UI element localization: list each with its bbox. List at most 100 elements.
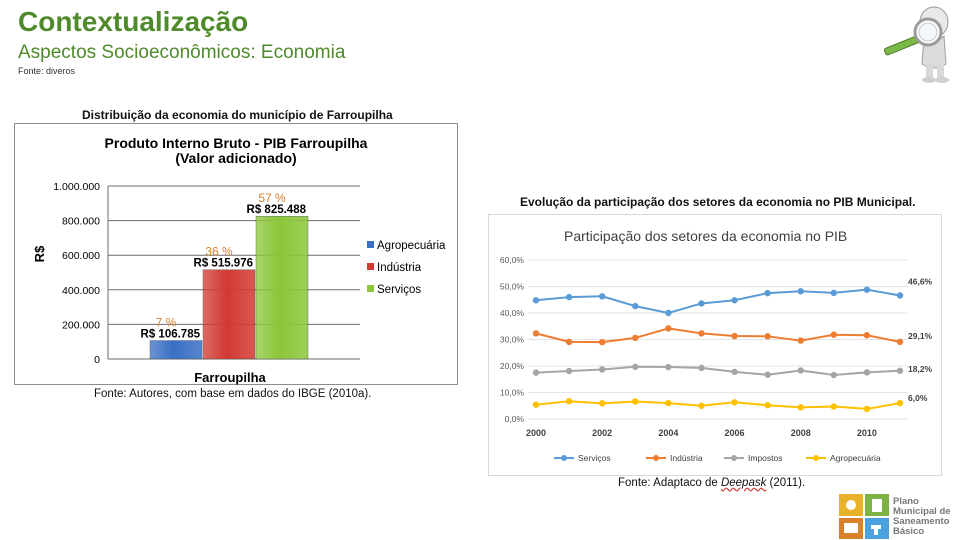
series-point xyxy=(532,369,540,376)
series-point xyxy=(665,325,672,332)
bar-percent-label: 36 % xyxy=(205,245,233,259)
bar-percent-label: 57 % xyxy=(258,191,286,205)
series-end-label: 18,2% xyxy=(908,364,933,374)
series-point xyxy=(632,302,639,310)
series-point xyxy=(731,332,738,340)
series-end-label: 29,1% xyxy=(908,331,933,341)
line-x-tick-label: 2006 xyxy=(725,428,745,438)
series-point xyxy=(565,338,573,346)
line-x-tick-label: 2010 xyxy=(857,428,877,438)
series-point xyxy=(764,333,771,340)
right-source-author: Deepask xyxy=(720,477,767,489)
line-y-tick-label: 40,0% xyxy=(500,308,525,318)
series-point xyxy=(632,363,639,370)
series-point xyxy=(797,404,804,411)
line-chart-title: Participação dos setores da economia no … xyxy=(564,228,847,244)
line-x-tick-label: 2008 xyxy=(791,428,811,438)
magnifier-mascot-icon xyxy=(883,6,949,83)
series-point xyxy=(598,400,606,407)
series-point xyxy=(632,334,639,342)
bar-value-label: R$ 106.785 xyxy=(141,329,201,341)
line-y-tick-label: 50,0% xyxy=(500,282,525,292)
bar-percent-label: 7 % xyxy=(156,316,177,330)
bar-indústria xyxy=(202,269,256,360)
page-title: Contextualização xyxy=(18,6,249,37)
bar-agropecuária xyxy=(149,340,203,360)
series-point xyxy=(863,332,871,339)
line-legend-label: Impostos xyxy=(748,453,783,463)
legend-swatch xyxy=(367,285,374,292)
bar-y-tick-label: 600.000 xyxy=(62,250,100,262)
series-point xyxy=(797,288,804,295)
series-point xyxy=(863,286,871,293)
series-point xyxy=(764,289,771,297)
line-y-tick-label: 0,0% xyxy=(505,414,525,424)
logo-line-1: Plano xyxy=(893,496,919,507)
line-y-tick-label: 20,0% xyxy=(500,361,525,371)
series-point xyxy=(896,292,904,299)
line-y-tick-label: 60,0% xyxy=(500,255,525,265)
series-line-serviços xyxy=(535,288,901,315)
series-point xyxy=(896,399,904,407)
line-x-tick-label: 2000 xyxy=(526,428,546,438)
series-point xyxy=(532,401,540,408)
page-subtitle: Aspectos Socioeconômicos: Economia xyxy=(18,42,346,63)
line-legend-label: Indústria xyxy=(670,453,703,463)
series-point xyxy=(698,402,705,409)
series-point xyxy=(731,297,738,304)
bar-chart-title: Produto Interno Bruto - PIB Farroupilha xyxy=(105,135,368,151)
series-point xyxy=(598,366,606,373)
series-point xyxy=(665,309,672,317)
series-point xyxy=(698,364,705,372)
sanitation-logo-icon xyxy=(839,494,889,539)
series-point xyxy=(665,399,672,407)
right-source-suffix: (2011). xyxy=(766,477,806,489)
line-legend-marker xyxy=(731,455,737,461)
series-line-impostos xyxy=(535,365,901,377)
series-point xyxy=(896,367,904,374)
legend-label: Agropecuária xyxy=(377,240,446,252)
series-point xyxy=(731,368,738,376)
series-point xyxy=(598,293,606,300)
logo-line-4: Básico xyxy=(893,526,925,537)
series-point xyxy=(797,337,804,344)
bar-serviços xyxy=(255,215,309,360)
series-point xyxy=(698,300,705,307)
line-legend-label: Agropecuária xyxy=(830,453,881,463)
line-chart-frame xyxy=(488,214,942,476)
line-y-tick-label: 10,0% xyxy=(500,388,525,398)
bar-y-tick-label: 0 xyxy=(94,354,100,366)
bar-chart-x-label: Farroupilha xyxy=(194,370,266,385)
series-point xyxy=(632,398,639,405)
legend-label: Indústria xyxy=(377,262,422,274)
series-end-label: 46,6% xyxy=(908,277,933,287)
right-source-prefix: Fonte: Adaptaco de xyxy=(618,477,721,489)
series-point xyxy=(830,289,838,297)
legend-swatch xyxy=(367,241,374,248)
series-point xyxy=(863,369,871,376)
series-point xyxy=(764,371,771,378)
line-legend-marker xyxy=(653,455,659,461)
series-point xyxy=(665,363,672,371)
line-x-tick-label: 2002 xyxy=(592,428,612,438)
bar-y-tick-label: 1.000.000 xyxy=(53,181,100,193)
series-end-label: 6,0% xyxy=(908,393,928,403)
series-point xyxy=(764,402,771,409)
line-legend-marker xyxy=(813,455,819,461)
bar-y-tick-label: 800.000 xyxy=(62,216,100,228)
legend-label: Serviços xyxy=(377,284,421,296)
series-point xyxy=(565,398,573,405)
series-point xyxy=(731,399,738,406)
series-point xyxy=(565,367,573,375)
series-point xyxy=(830,331,838,338)
page-source: Fonte: diveros xyxy=(18,66,76,76)
bar-y-tick-label: 200.000 xyxy=(62,319,100,331)
pib-bar-chart: Produto Interno Bruto - PIB Farroupilha … xyxy=(14,123,458,385)
series-point xyxy=(797,367,804,374)
series-line-agropecuária xyxy=(535,400,901,410)
line-legend-marker xyxy=(561,455,567,461)
legend-swatch xyxy=(367,263,374,270)
bar-y-tick-label: 400.000 xyxy=(62,285,100,297)
series-point xyxy=(863,405,871,413)
pmsb-logo: Plano Municipal de Saneamento Básico xyxy=(838,493,960,540)
